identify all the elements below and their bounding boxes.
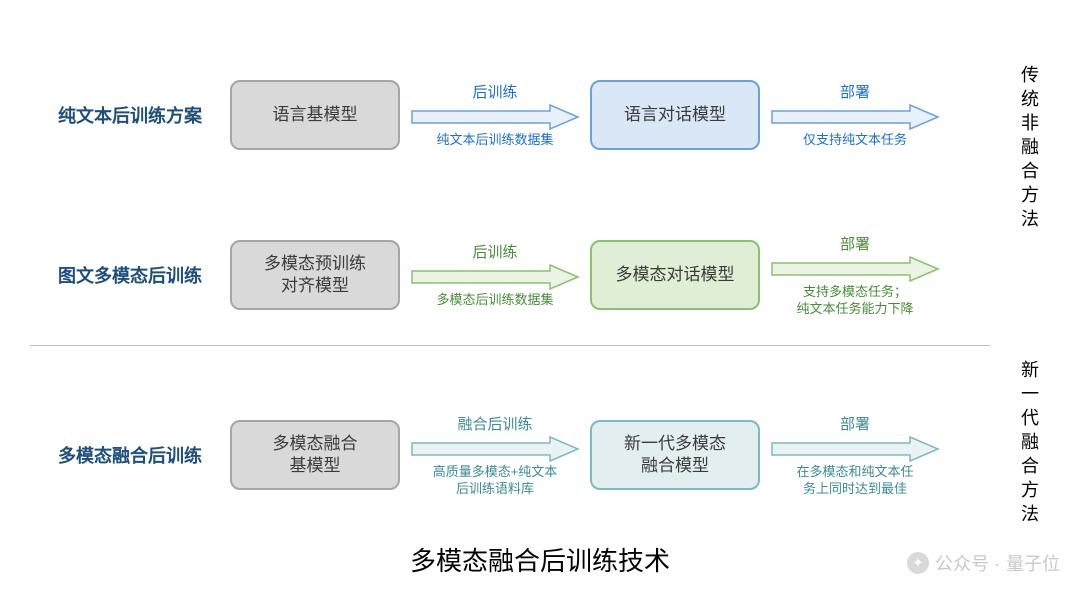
row-fusion: 多模态融合后训练 多模态融合基模型 融合后训练 高质量多模态+纯文本后训练语料库… xyxy=(30,400,990,510)
arrow-3b-shape xyxy=(770,436,940,462)
arrow-1a: 后训练 纯文本后训练数据集 xyxy=(400,70,590,160)
arrow-2a-bottom: 多模态后训练数据集 xyxy=(436,292,553,308)
row-label-2: 图文多模态后训练 xyxy=(30,262,230,288)
arrow-3a: 融合后训练 高质量多模态+纯文本后训练语料库 xyxy=(400,410,590,500)
arrow-3a-top: 融合后训练 xyxy=(457,413,532,434)
box-mm-chat: 多模态对话模型 xyxy=(590,240,760,310)
arrow-2a: 后训练 多模态后训练数据集 xyxy=(400,230,590,320)
arrow-2a-shape xyxy=(410,264,580,290)
arrow-2b-top: 部署 xyxy=(840,233,870,254)
arrow-1b-top: 部署 xyxy=(840,81,870,102)
watermark: ✦ 公众号 · 量子位 xyxy=(907,550,1060,576)
arrow-3b-bottom: 在多模态和纯文本任务上同时达到最佳 xyxy=(796,464,913,497)
box-mm-pretrain: 多模态预训练对齐模型 xyxy=(230,240,400,310)
row-label-3: 多模态融合后训练 xyxy=(30,442,230,468)
row-multimodal: 图文多模态后训练 多模态预训练对齐模型 后训练 多模态后训练数据集 多模态对话模… xyxy=(30,220,990,330)
arrow-3a-shape xyxy=(410,436,580,462)
watermark-name: 量子位 xyxy=(1006,550,1060,576)
box-fusion-base: 多模态融合基模型 xyxy=(230,420,400,490)
arrow-2a-top: 后训练 xyxy=(472,241,517,262)
wechat-icon: ✦ xyxy=(907,552,929,574)
arrow-2b-bottom: 支持多模态任务；纯文本任务能力下降 xyxy=(796,284,913,317)
row-text-only: 纯文本后训练方案 语言基模型 后训练 纯文本后训练数据集 语言对话模型 部署 仅… xyxy=(30,60,990,170)
row-label-1: 纯文本后训练方案 xyxy=(30,102,230,128)
arrow-1b-shape xyxy=(770,104,940,130)
side-label-new: 新一代融合方法 xyxy=(1018,360,1040,528)
arrow-1a-shape xyxy=(410,104,580,130)
box-fusion-new: 新一代多模态融合模型 xyxy=(590,420,760,490)
arrow-2b: 部署 支持多模态任务；纯文本任务能力下降 xyxy=(760,230,950,320)
arrow-3b-top: 部署 xyxy=(840,413,870,434)
arrow-3b: 部署 在多模态和纯文本任务上同时达到最佳 xyxy=(760,410,950,500)
section-divider xyxy=(30,345,990,346)
arrow-3a-bottom: 高质量多模态+纯文本后训练语料库 xyxy=(433,464,558,497)
diagram-root: 纯文本后训练方案 语言基模型 后训练 纯文本后训练数据集 语言对话模型 部署 仅… xyxy=(30,30,990,510)
watermark-prefix: 公众号 · xyxy=(935,550,1000,576)
arrow-1b: 部署 仅支持纯文本任务 xyxy=(760,70,950,160)
arrow-2b-shape xyxy=(770,256,940,282)
side-label-traditional: 传统非融合方法 xyxy=(1018,65,1040,233)
arrow-1a-top: 后训练 xyxy=(472,81,517,102)
box-lang-chat: 语言对话模型 xyxy=(590,80,760,150)
arrow-1b-bottom: 仅支持纯文本任务 xyxy=(803,132,907,148)
box-lang-base: 语言基模型 xyxy=(230,80,400,150)
arrow-1a-bottom: 纯文本后训练数据集 xyxy=(436,132,553,148)
